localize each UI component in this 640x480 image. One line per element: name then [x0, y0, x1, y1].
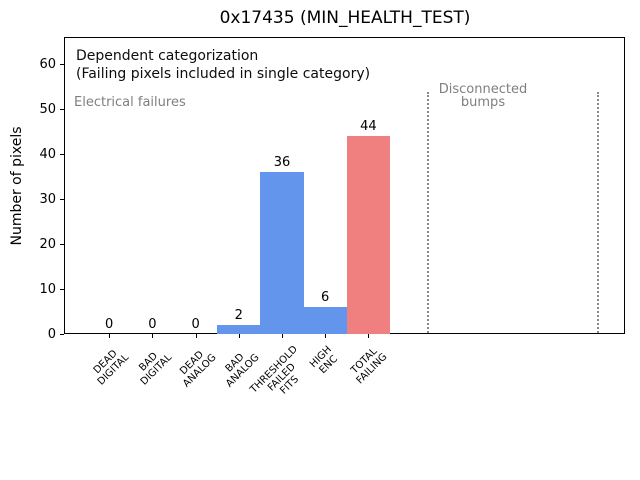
y-tick-mark: [60, 244, 64, 245]
y-tick-mark: [60, 199, 64, 200]
y-tick-mark: [60, 154, 64, 155]
x-tick-mark: [109, 334, 111, 338]
y-axis-label: Number of pixels: [9, 126, 25, 246]
disconnected-region-right-dotted-line: [597, 92, 599, 333]
x-tick-label-bad-digital: BAD DIGITAL: [137, 350, 175, 388]
annotation-dependent-line1: Dependent categorization: [76, 48, 259, 64]
x-tick-mark: [195, 334, 197, 338]
bar-value-label-bad-analog: 2: [234, 308, 243, 323]
plot-area: [64, 37, 625, 334]
x-tick-mark: [368, 334, 370, 338]
x-tick-mark: [282, 334, 283, 338]
disconnected-region-left-dotted-line: [427, 92, 429, 333]
y-tick-label: 30: [39, 192, 56, 207]
y-tick-mark: [60, 64, 64, 65]
x-tick-label-high-enc: HIGH ENC: [308, 344, 341, 377]
x-tick-mark: [152, 334, 154, 338]
y-tick-mark: [60, 289, 64, 290]
bar-threshold-failed-fits: [260, 172, 304, 334]
bar-value-label-threshold-failed-fits: 36: [273, 155, 291, 170]
x-tick-label-total-failing: TOTAL FAILING: [349, 346, 390, 387]
y-tick-label: 20: [39, 237, 56, 252]
bar-value-label-dead-digital: 0: [105, 317, 114, 332]
y-tick-label: 40: [39, 147, 56, 162]
bar-value-label-bad-digital: 0: [148, 317, 157, 332]
x-tick-label-dead-analog: DEAD ANALOG: [177, 348, 219, 390]
y-tick-label: 60: [39, 57, 56, 72]
bar-high-enc: [303, 307, 347, 334]
y-tick-label: 0: [47, 327, 56, 342]
y-tick-mark: [60, 334, 64, 335]
y-tick-label: 50: [39, 102, 56, 117]
chart-title: 0x17435 (MIN_HEALTH_TEST): [219, 8, 471, 28]
annotation-electrical-failures: Electrical failures: [74, 95, 186, 110]
annotation-disconnected-bumps: Disconnected bumps: [438, 82, 528, 110]
x-tick-label-dead-digital: DEAD DIGITAL: [91, 347, 131, 388]
bar-value-label-dead-analog: 0: [191, 317, 200, 332]
y-tick-label: 10: [39, 282, 56, 297]
annotation-dependent-line2: (Failing pixels included in single categ…: [76, 66, 371, 82]
annotation-dependent-categorization: Dependent categorization (Failing pixels…: [76, 47, 370, 83]
bar-value-label-total-failing: 44: [360, 119, 377, 134]
bar-total-failing: [346, 136, 390, 334]
x-tick-mark: [238, 334, 240, 338]
bar-bad-analog: [217, 325, 261, 334]
x-tick-mark: [325, 334, 327, 338]
x-tick-label-threshold-failed-fits: THRESHOLD FAILED FITS: [248, 344, 302, 397]
y-tick-mark: [60, 109, 64, 110]
bar-value-label-high-enc: 6: [321, 290, 330, 305]
